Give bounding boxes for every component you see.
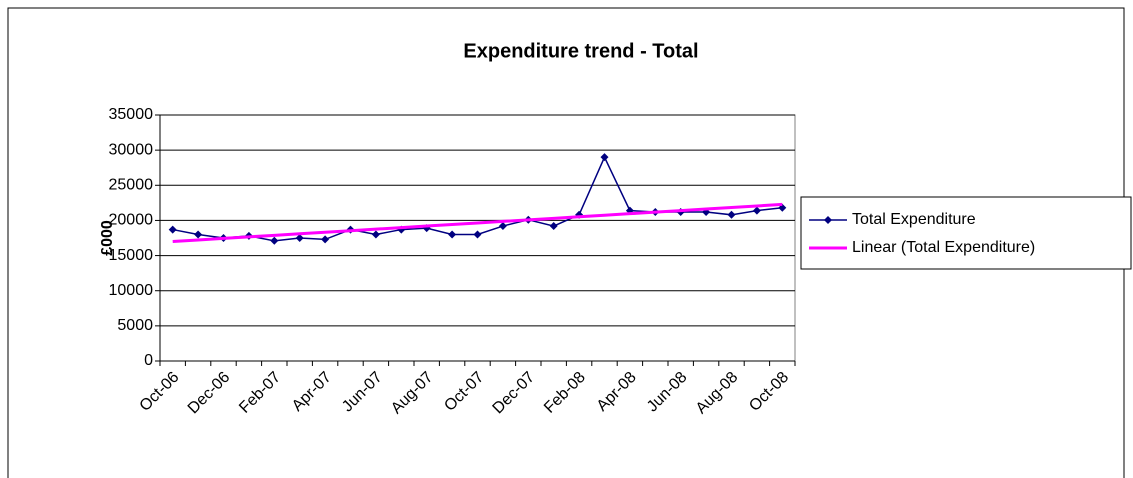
series-line (172, 155, 783, 242)
x-tick-label: Jun-08 (644, 369, 691, 416)
x-tick-label: Feb-08 (541, 369, 589, 417)
data-point (549, 222, 558, 231)
x-tick-label: Oct-08 (746, 369, 792, 415)
data-point (295, 234, 304, 242)
x-tick-label: Aug-07 (388, 369, 437, 418)
x-tick-label: Apr-08 (594, 369, 640, 415)
x-tick-label: Dec-06 (185, 369, 234, 418)
data-point (600, 153, 609, 162)
data-point (473, 230, 482, 239)
x-tick-label: Dec-07 (490, 369, 539, 418)
y-tick-label: 5000 (117, 317, 153, 334)
data-point (727, 210, 736, 219)
legend (800, 196, 1132, 270)
x-tick-label: Aug-08 (693, 369, 742, 418)
y-tick-label: 15000 (109, 247, 154, 264)
data-point (270, 236, 279, 245)
x-tick-label: Jun-07 (339, 369, 386, 416)
y-tick-label: 35000 (109, 106, 154, 123)
legend-label: Total Expenditure (852, 211, 976, 228)
y-tick-label: 10000 (109, 282, 154, 299)
x-tick-label: Oct-07 (441, 369, 487, 415)
y-axis-label: £000 (99, 220, 116, 256)
chart-title: Expenditure trend - Total (463, 40, 698, 62)
data-point (448, 230, 457, 239)
x-tick-label: Oct-06 (137, 369, 183, 415)
data-point (752, 206, 761, 215)
y-tick-label: 20000 (109, 212, 154, 229)
data-point (321, 235, 330, 244)
y-tick-label: 30000 (109, 141, 154, 158)
x-tick-label: Apr-07 (289, 369, 335, 415)
y-tick-label: 0 (144, 352, 153, 369)
data-point (371, 230, 380, 239)
y-tick-label: 25000 (109, 177, 154, 194)
x-tick-label: Feb-07 (236, 369, 284, 417)
data-point (168, 225, 177, 234)
data-point (498, 222, 507, 231)
legend-marker (824, 216, 832, 224)
data-point (194, 230, 203, 239)
legend-label: Linear (Total Expenditure) (852, 239, 1035, 256)
series-line (172, 202, 783, 244)
